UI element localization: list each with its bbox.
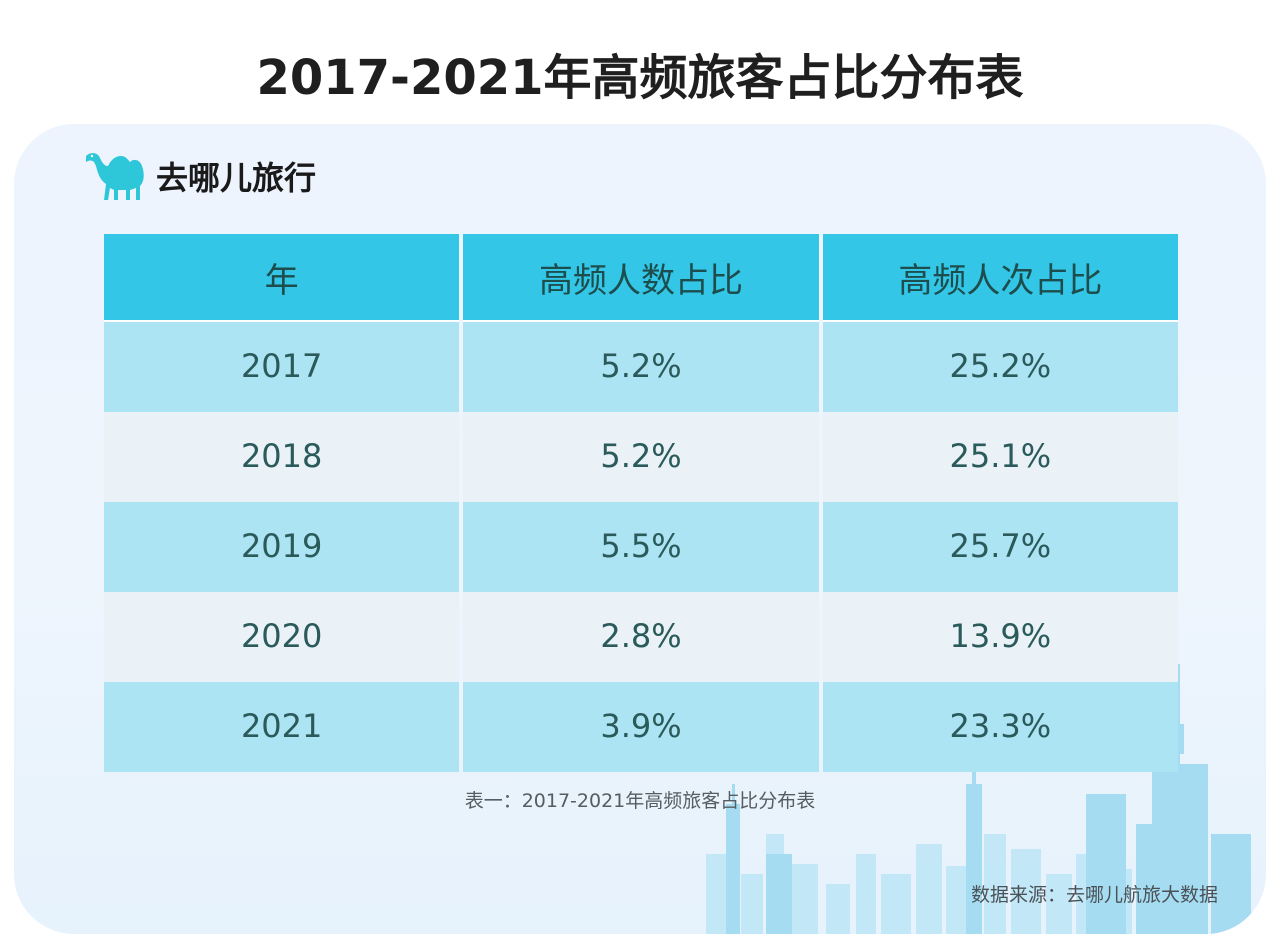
- table-cell-year: 2019: [104, 502, 460, 592]
- data-source-note: 数据来源：去哪儿航旅大数据: [970, 884, 1218, 906]
- column-header-year: 年: [104, 234, 460, 322]
- table-cell-year: 2020: [104, 592, 460, 682]
- table-cell-year: 2017: [104, 322, 460, 412]
- table-row: 2021 3.9% 23.3%: [104, 682, 1178, 772]
- table-cell-people-share: 2.8%: [463, 592, 819, 682]
- camel-icon: [86, 153, 144, 200]
- table-cell-people-share: 5.5%: [463, 502, 819, 592]
- table-row: 2019 5.5% 25.7%: [104, 502, 1178, 592]
- table-row: 2020 2.8% 13.9%: [104, 592, 1178, 682]
- brand: 去哪儿旅行: [84, 150, 316, 202]
- table-header-row: 年 高频人数占比 高频人次占比: [104, 234, 1178, 322]
- table-cell-people-share: 3.9%: [463, 682, 819, 772]
- column-header-frequent-trips-share: 高频人次占比: [822, 234, 1178, 322]
- table-cell-year: 2018: [104, 412, 460, 502]
- brand-name: 去哪儿旅行: [156, 159, 317, 197]
- table-cell-trips-share: 13.9%: [822, 592, 1178, 682]
- table-cell-trips-share: 25.2%: [822, 322, 1178, 412]
- column-header-frequent-people-share: 高频人数占比: [463, 234, 819, 322]
- table-cell-trips-share: 23.3%: [822, 682, 1178, 772]
- table-cell-trips-share: 25.1%: [822, 412, 1178, 502]
- table-cell-people-share: 5.2%: [463, 322, 819, 412]
- table-row: 2017 5.2% 25.2%: [104, 322, 1178, 412]
- page-title: 2017-2021年高频旅客占比分布表: [256, 50, 1024, 106]
- data-table: 年 高频人数占比 高频人次占比 2017 5.2% 25.2% 2018 5.2…: [100, 234, 1182, 772]
- table-caption: 表一：2017-2021年高频旅客占比分布表: [464, 790, 816, 812]
- table-cell-year: 2021: [104, 682, 460, 772]
- content-card: 去哪儿旅行: [14, 124, 1266, 934]
- table-cell-people-share: 5.2%: [463, 412, 819, 502]
- city-skyline-illustration: [706, 604, 1251, 934]
- table-row: 2018 5.2% 25.1%: [104, 412, 1178, 502]
- table-cell-trips-share: 25.7%: [822, 502, 1178, 592]
